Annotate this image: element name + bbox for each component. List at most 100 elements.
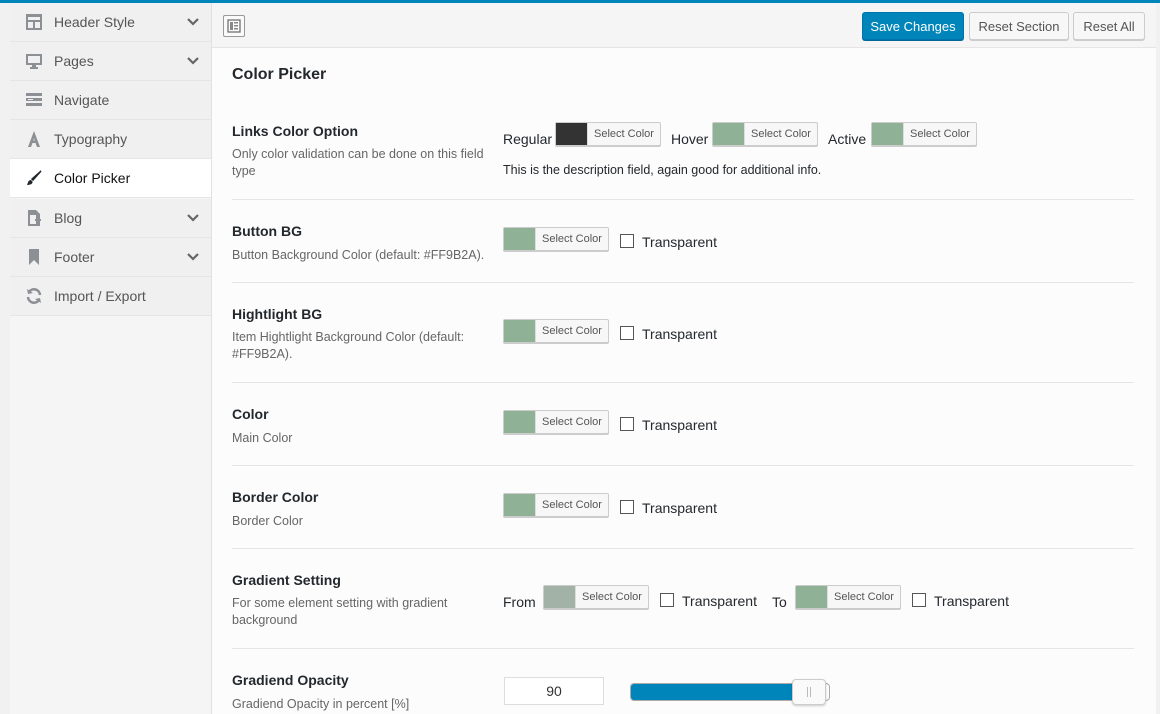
select-color-label: Select Color	[535, 411, 608, 433]
chevron-down-icon[interactable]	[186, 15, 200, 29]
add-page-icon	[23, 207, 45, 229]
field-gradient-setting: Gradient Setting For some element settin…	[232, 549, 1134, 649]
monitor-icon	[23, 50, 45, 72]
transparent-checkbox-from[interactable]	[660, 593, 674, 607]
slider-fill	[631, 684, 809, 700]
to-label: To	[772, 594, 787, 610]
sidebar-item-typography[interactable]: Typography	[10, 120, 211, 159]
transparent-checkbox-to[interactable]	[912, 593, 926, 607]
transparent-checkbox[interactable]	[620, 500, 634, 514]
field-help-text: This is the description field, again goo…	[503, 163, 822, 177]
sidebar-item-blog[interactable]: Blog	[10, 199, 211, 238]
sidebar-item-color-picker[interactable]: Color Picker	[10, 159, 211, 198]
expand-icon	[227, 19, 241, 33]
color-picker-hover[interactable]: Select Color	[712, 122, 818, 146]
sidebar-item-import-export[interactable]: Import / Export	[10, 277, 211, 316]
field-description: For some element setting with gradient b…	[232, 596, 448, 627]
chevron-down-icon[interactable]	[186, 54, 200, 68]
color-picker-from[interactable]: Select Color	[543, 585, 649, 609]
reset-all-button[interactable]: Reset All	[1073, 12, 1145, 40]
field-description: Item Hightlight Background Color (defaul…	[232, 330, 465, 361]
transparent-label: Transparent	[682, 593, 757, 609]
transparent-checkbox[interactable]	[620, 234, 634, 248]
transparent-label: Transparent	[642, 500, 717, 516]
chevron-down-icon[interactable]	[186, 211, 200, 225]
field-description: Border Color	[232, 514, 303, 528]
slider-handle[interactable]	[792, 679, 826, 705]
field-title: Color	[232, 406, 269, 422]
sidebar-item-footer[interactable]: Footer	[10, 238, 211, 277]
menu-icon	[23, 89, 45, 111]
sidebar-item-header-style[interactable]: Header Style	[10, 3, 211, 42]
color-picker[interactable]: Select Color	[503, 227, 609, 251]
typography-icon	[23, 128, 45, 150]
field-title: Gradiend Opacity	[232, 672, 349, 688]
color-picker-to[interactable]: Select Color	[795, 585, 901, 609]
transparent-label: Transparent	[642, 417, 717, 433]
save-changes-button[interactable]: Save Changes	[862, 12, 964, 40]
field-title: Button BG	[232, 223, 302, 239]
field-description: Main Color	[232, 431, 293, 445]
sidebar-item-navigate[interactable]: Navigate	[10, 81, 211, 120]
select-color-label: Select Color	[827, 586, 900, 608]
grip-icon	[807, 687, 811, 697]
color-picker[interactable]: Select Color	[503, 410, 609, 434]
color-swatch	[504, 228, 535, 250]
transparent-label: Transparent	[642, 234, 717, 250]
select-color-label: Select Color	[535, 228, 608, 250]
bookmark-icon	[23, 246, 45, 268]
select-color-label: Select Color	[587, 123, 660, 145]
expand-options-button[interactable]	[223, 15, 245, 37]
chevron-down-icon[interactable]	[186, 250, 200, 264]
toolbar: Save Changes Reset Section Reset All	[212, 3, 1156, 48]
reset-section-button[interactable]: Reset Section	[969, 12, 1069, 40]
field-description: Button Background Color (default: #FF9B2…	[232, 248, 485, 262]
field-title: Border Color	[232, 489, 319, 505]
sidebar-item-label: Header Style	[54, 14, 135, 30]
sidebar-item-label: Navigate	[54, 92, 110, 108]
opacity-slider[interactable]	[630, 679, 830, 705]
refresh-icon	[23, 285, 45, 307]
field-title: Hightlight BG	[232, 306, 323, 322]
layout-icon	[23, 11, 45, 33]
transparent-label: Transparent	[642, 326, 717, 342]
main-panel: Save Changes Reset Section Reset All Col…	[212, 3, 1156, 714]
hover-label: Hover	[671, 131, 709, 147]
select-color-label: Select Color	[744, 123, 817, 145]
field-links-color: Links Color Option Only color validation…	[232, 103, 1134, 200]
select-color-label: Select Color	[903, 123, 976, 145]
sidebar-item-label: Blog	[54, 210, 83, 226]
select-color-label: Select Color	[535, 494, 608, 516]
color-picker-active[interactable]: Select Color	[871, 122, 977, 146]
field-description: Only color validation can be done on thi…	[232, 147, 484, 178]
top-accent-bar	[0, 0, 1160, 3]
brush-icon	[23, 167, 45, 189]
sidebar-item-label: Typography	[54, 131, 128, 147]
regular-label: Regular	[503, 131, 553, 147]
color-picker[interactable]: Select Color	[503, 493, 609, 517]
color-swatch	[504, 320, 535, 342]
transparent-checkbox[interactable]	[620, 326, 634, 340]
sidebar-item-label: Pages	[54, 53, 94, 69]
transparent-checkbox[interactable]	[620, 417, 634, 431]
field-color: Color Main Color Select Color Transparen…	[232, 383, 1134, 466]
color-picker[interactable]: Select Color	[503, 319, 609, 343]
field-border-color: Border Color Border Color Select Color T…	[232, 466, 1134, 549]
transparent-label: Transparent	[934, 593, 1009, 609]
field-gradient-opacity: Gradiend Opacity Gradiend Opacity in per…	[232, 649, 1134, 714]
field-description: Gradiend Opacity in percent [%]	[232, 697, 410, 711]
from-label: From	[503, 594, 536, 610]
select-color-label: Select Color	[535, 320, 608, 342]
color-swatch	[713, 123, 744, 145]
color-picker-regular[interactable]: Select Color	[555, 122, 661, 146]
sidebar-item-pages[interactable]: Pages	[10, 42, 211, 81]
opacity-input[interactable]: 90	[504, 677, 604, 705]
field-title: Links Color Option	[232, 123, 358, 139]
color-swatch	[872, 123, 903, 145]
color-swatch	[504, 411, 535, 433]
field-title: Gradient Setting	[232, 572, 341, 588]
section-title: Color Picker	[232, 66, 327, 83]
sidebar-item-label: Color Picker	[54, 170, 131, 186]
color-swatch	[504, 494, 535, 516]
color-swatch	[796, 586, 827, 608]
